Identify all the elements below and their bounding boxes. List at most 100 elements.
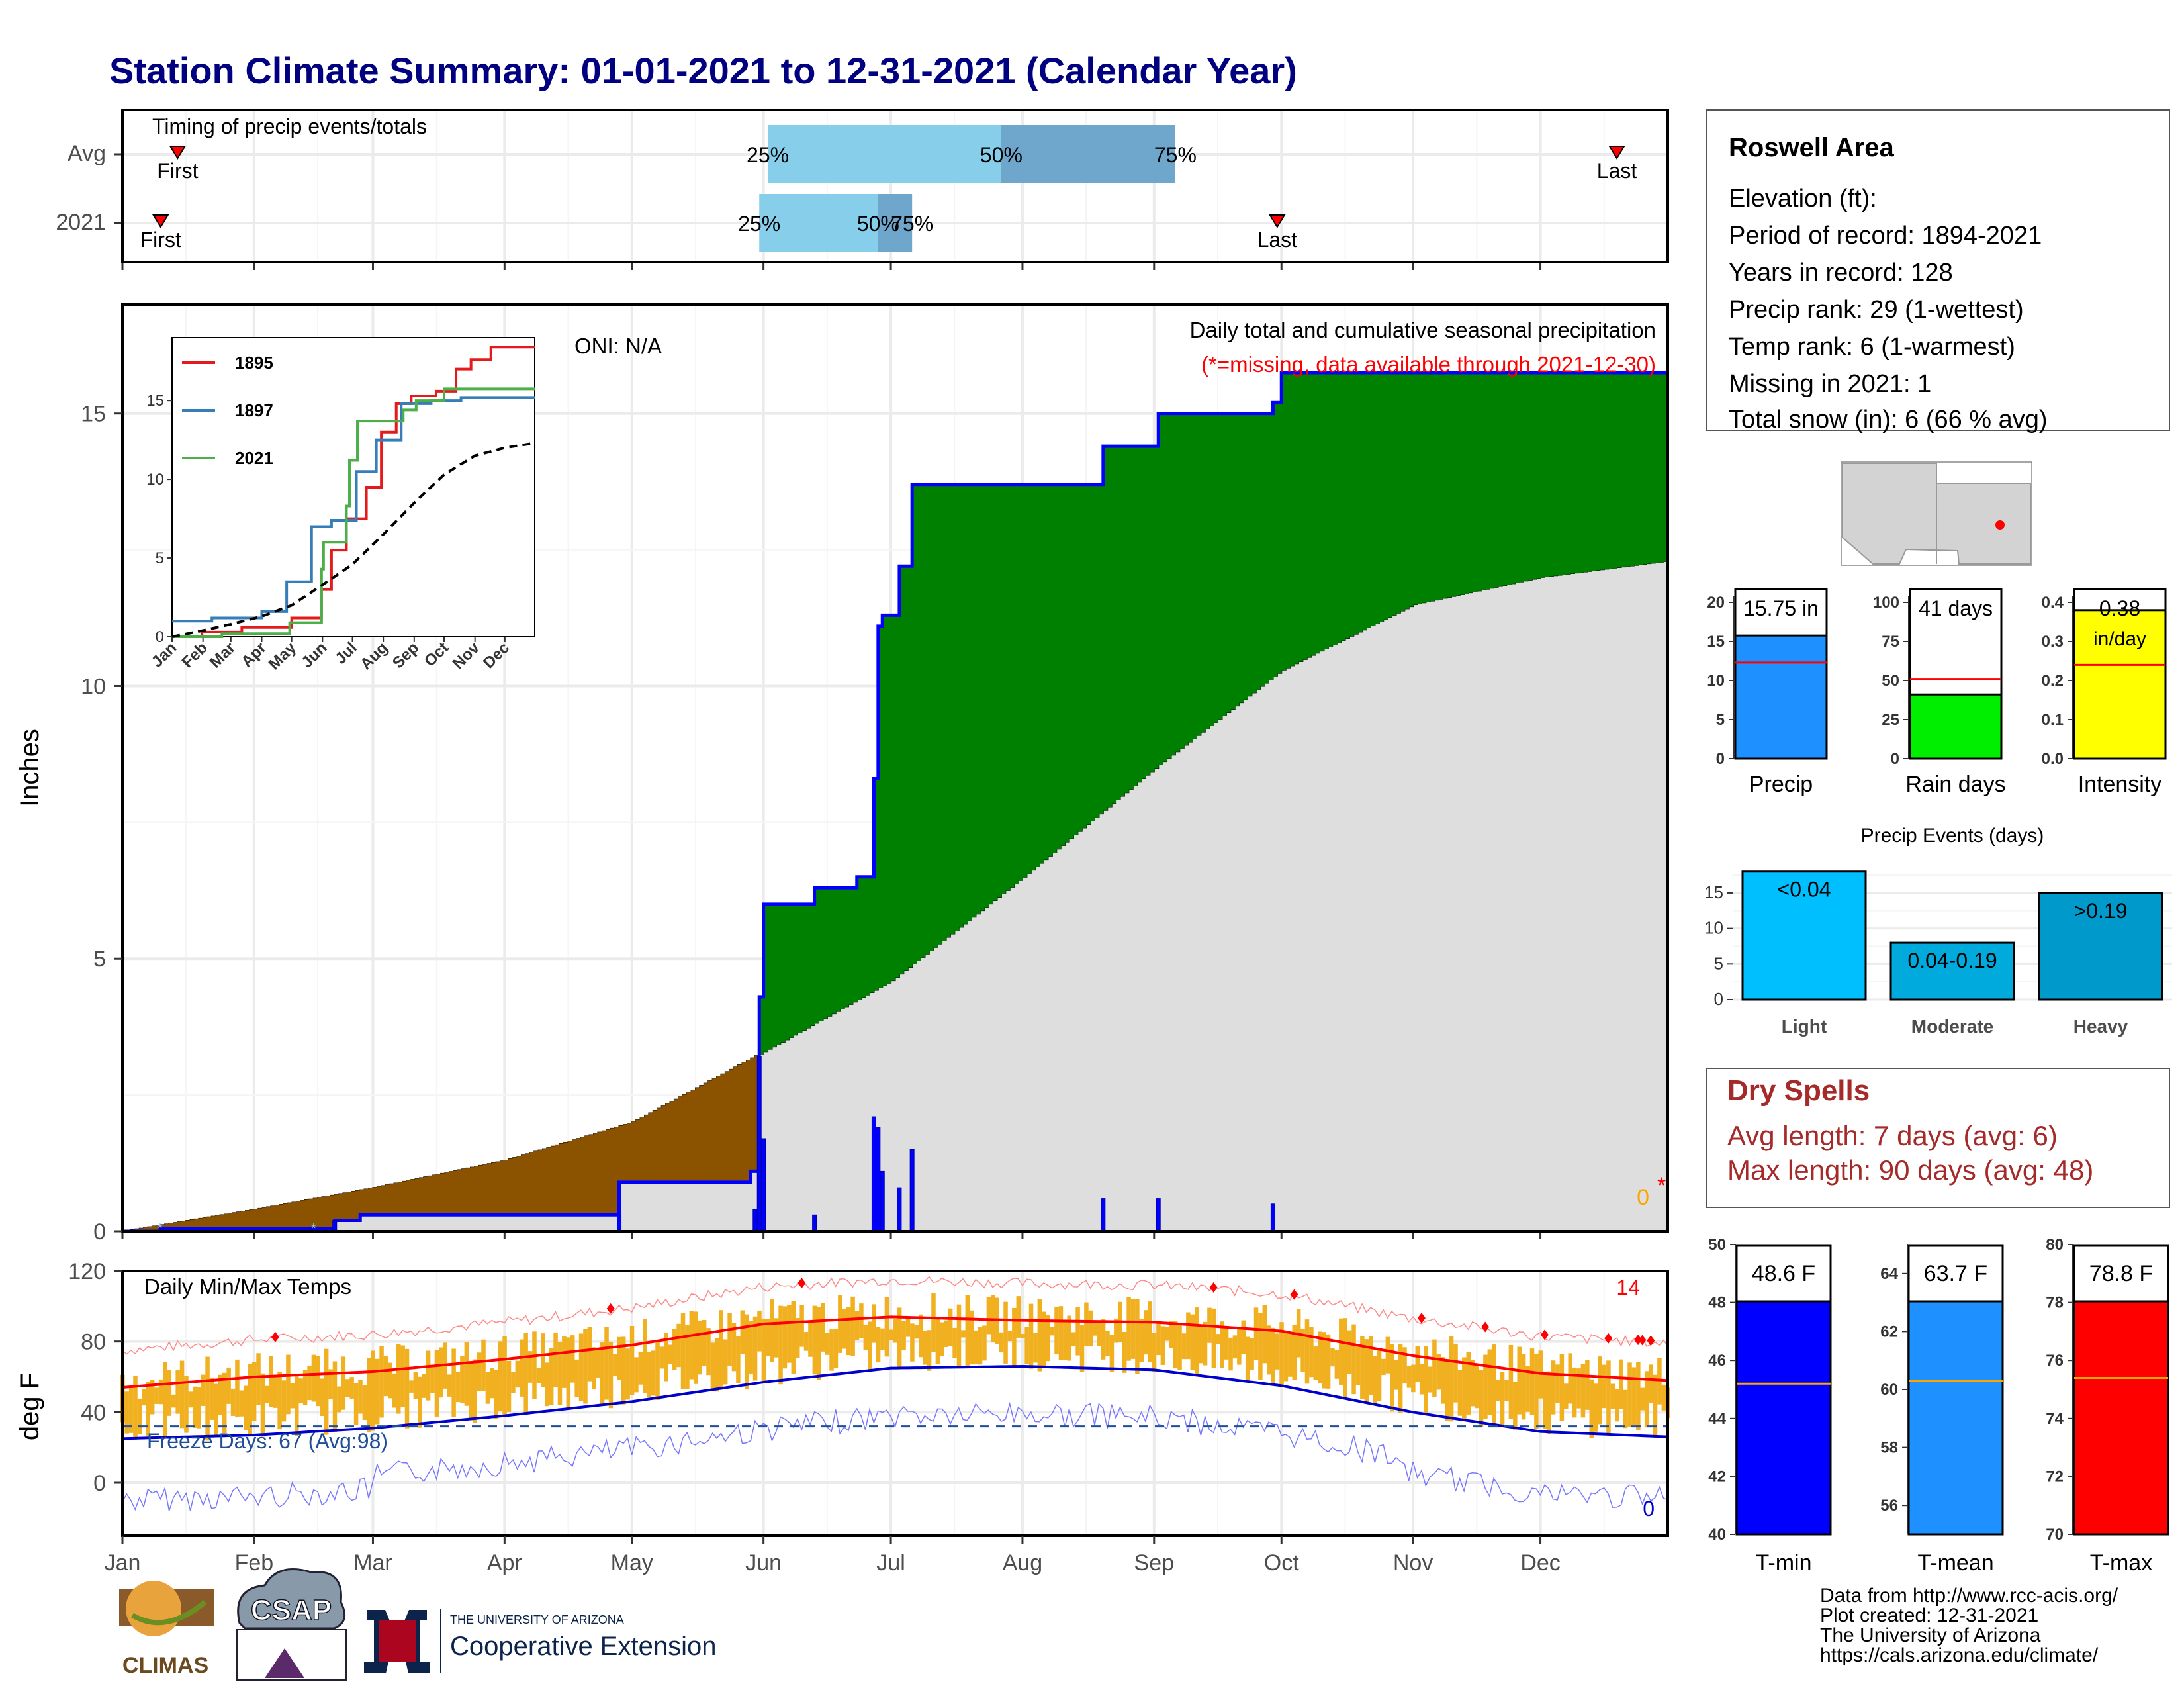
daily-temp-bar [409, 1380, 414, 1393]
events-bar-moderate [1889, 941, 2015, 1001]
daily-temp-bar [736, 1336, 741, 1383]
daily-temp-bar [1661, 1384, 1666, 1411]
temp-bar-x-label: T-min [1756, 1550, 1812, 1575]
daily-temp-bar [1636, 1362, 1641, 1430]
summary-y-tick-label: 5 [1716, 711, 1725, 729]
daily-temp-bar [604, 1327, 609, 1400]
daily-temp-bar [1551, 1360, 1556, 1415]
events-bar-heavy [2038, 892, 2163, 1001]
record-high-line [122, 1276, 1668, 1355]
record-high-marker [797, 1278, 806, 1289]
missing-note: (*=missing, data available through 2021-… [1201, 352, 1656, 377]
daily-temp-bar [778, 1305, 783, 1385]
timing-panel-border [121, 109, 1669, 263]
daily-temp-bar [791, 1301, 796, 1374]
temp-bar-value-box [1907, 1244, 2004, 1303]
daily-temp-bar [1339, 1318, 1343, 1385]
daily-temp-bar [795, 1317, 800, 1358]
daily-temp-bar [235, 1359, 240, 1417]
daily-temp-bar [226, 1367, 231, 1404]
daily-temp-bar [362, 1385, 367, 1421]
summary-bar-charts: 15.75 in 0 5 10 15 20 Precip 41 days 0 25 50 75 100 R… [1707, 588, 2167, 797]
daily-precip-bar [1270, 1203, 1275, 1232]
daily-temp-bar [307, 1366, 312, 1401]
daily-temp-bar [1317, 1331, 1322, 1384]
daily-temp-bar [1084, 1302, 1089, 1346]
record-high-count: 14 [1616, 1276, 1640, 1299]
above-normal-area [758, 372, 1668, 1055]
temp-bar-y-tick-label: 72 [2046, 1468, 2064, 1485]
cumulative-precip-line [122, 371, 1668, 1233]
daily-temp-bar [1092, 1321, 1097, 1336]
daily-temp-bar [1347, 1330, 1352, 1374]
daily-temp-bar [281, 1380, 287, 1422]
temp-x-tick-label: Nov [1393, 1550, 1433, 1575]
temp-x-ticks: Jan Feb Mar Apr May Jun Jul Aug Sep Oct Nov Dec [105, 1536, 1561, 1575]
daily-temp-bar [1593, 1383, 1598, 1432]
daily-temp-bar [1262, 1305, 1267, 1364]
temp-bar-x-label: T-max [2090, 1550, 2152, 1575]
temp-x-tick-label: Feb [235, 1550, 274, 1575]
station-name: Roswell Area [1729, 133, 1894, 162]
snow-marker: * [158, 1221, 163, 1236]
daily-temp-bar [1190, 1314, 1195, 1370]
temp-bar-y-tick-label: 46 [1708, 1352, 1726, 1370]
daily-temp-bar [812, 1305, 817, 1375]
record-high-marker [1634, 1335, 1643, 1346]
dry-spells-max: Max length: 90 days (avg: 48) [1727, 1154, 2093, 1186]
daily-precip-bar [871, 1116, 876, 1232]
daily-temp-bar [1406, 1366, 1412, 1388]
temp-bar-value-box [1735, 1244, 1832, 1303]
temp-bar-y-tick-label: 80 [2046, 1236, 2064, 1254]
daily-temp-bar [884, 1297, 889, 1357]
daily-temp-bar [621, 1336, 626, 1405]
daily-temp-bar [1449, 1336, 1454, 1422]
daily-temp-bar [808, 1321, 813, 1357]
daily-temp-bar [171, 1394, 176, 1408]
daily-temp-bar [1457, 1370, 1463, 1416]
climas-logo: CLIMAS [119, 1581, 214, 1678]
daily-temp-bar [1228, 1337, 1233, 1371]
daily-temp-bar [956, 1304, 962, 1369]
summary-y-tick-label: 10 [1707, 672, 1725, 690]
daily-temp-bar [184, 1376, 189, 1433]
daily-temp-bar [1271, 1327, 1275, 1385]
climas-logo-text: CLIMAS [122, 1653, 208, 1678]
daily-temp-bar [205, 1356, 210, 1441]
precip-y-tick-label: 15 [81, 402, 106, 427]
daily-temp-bar [158, 1379, 163, 1405]
daily-temp-bar [1377, 1350, 1382, 1401]
events-y-tick-label: 15 [1704, 882, 1723, 902]
daily-temp-bar [1288, 1333, 1293, 1377]
daily-temp-bar [1390, 1344, 1394, 1412]
daily-temp-bar [689, 1311, 694, 1380]
daily-temp-bar [868, 1321, 872, 1371]
summary-value-label: 41 days [1919, 596, 1993, 620]
daily-temp-bar [1309, 1327, 1314, 1378]
daily-temp-bar [1453, 1343, 1458, 1403]
daily-temp-bar [1402, 1347, 1407, 1384]
daily-temp-bar [1381, 1358, 1386, 1376]
daily-temp-bar [392, 1373, 397, 1408]
daily-temp-bar [515, 1360, 520, 1388]
daily-temp-bar [1508, 1344, 1514, 1419]
daily-temp-bar [1181, 1333, 1187, 1360]
daily-temp-bar [1326, 1334, 1331, 1389]
daily-temp-bar [1517, 1346, 1522, 1415]
temp-y-tick-label: 120 [68, 1259, 106, 1284]
temp-y-tick-label: 0 [93, 1471, 106, 1496]
daily-temp-bar [1385, 1336, 1390, 1374]
dry-spells-frame [1706, 1068, 2170, 1208]
daily-temp-bar [1024, 1327, 1029, 1365]
precip-y-ticks: 0 5 10 15 [81, 402, 122, 1244]
daily-temp-bar [1152, 1333, 1157, 1372]
record-low-count: 0 [1643, 1497, 1655, 1521]
csap-logo-cloud [237, 1568, 346, 1630]
daily-temp-bar [1300, 1329, 1305, 1372]
daily-temp-bar [1619, 1359, 1623, 1410]
daily-temp-bar [222, 1372, 227, 1434]
daily-temp-bar [316, 1356, 320, 1407]
daily-temp-bar [154, 1387, 159, 1404]
daily-temp-bar [1644, 1371, 1649, 1428]
